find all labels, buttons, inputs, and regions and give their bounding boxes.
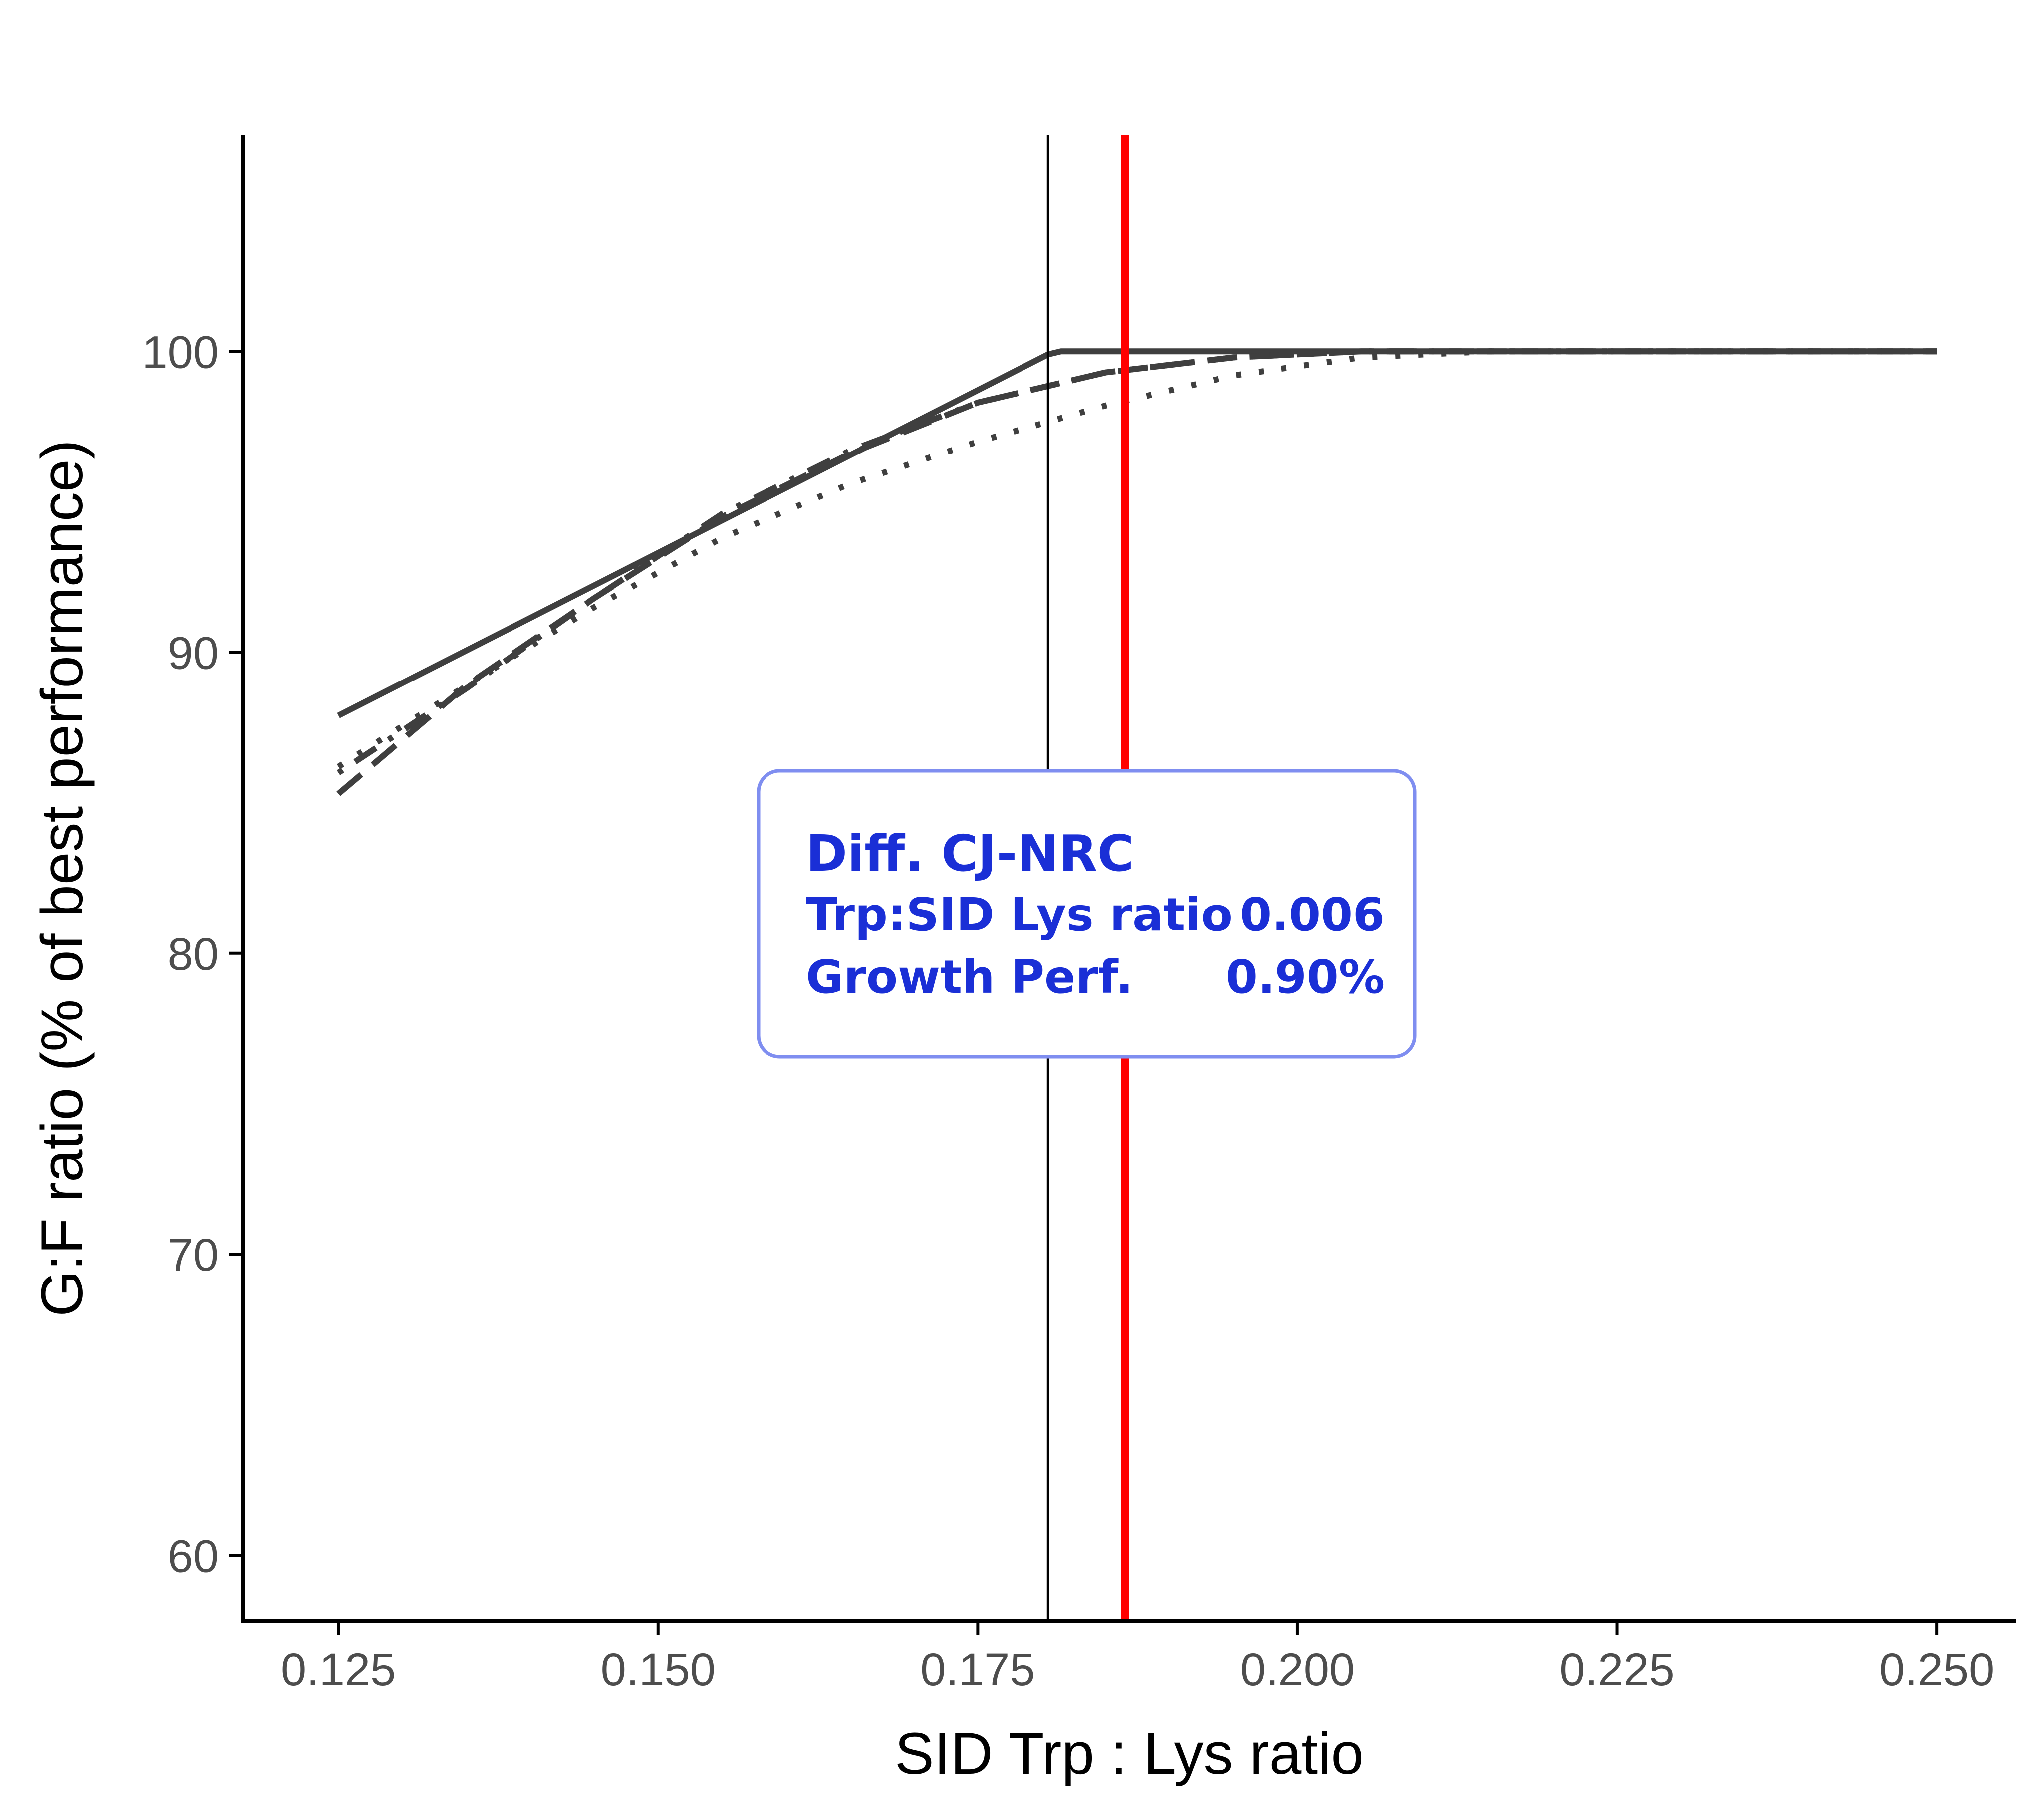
annotation-row-growth-label: Growth Perf. [806, 950, 1133, 1004]
annotation-frame [757, 769, 1417, 1059]
x-axis-title: SID Trp : Lys ratio [895, 1721, 1364, 1787]
series-layer [336, 348, 1937, 796]
x-tick-label: 0.125 [281, 1644, 396, 1695]
y-tick-label: 60 [168, 1531, 219, 1582]
annotation-row-ratio-label: Trp:SID Lys ratio [806, 888, 1233, 941]
y-axis-ticks: 60 70 80 90 100 [142, 327, 243, 1582]
y-tick-label: 70 [168, 1230, 219, 1281]
series-line-solid [337, 348, 1937, 718]
annotation-row-growth-value: 0.90% [1226, 950, 1385, 1004]
x-tick-label: 0.175 [920, 1644, 1035, 1695]
x-tick-label: 0.225 [1559, 1644, 1674, 1695]
series-line-dotdash [336, 348, 1937, 775]
annotation-row-ratio-value: 0.006 [1240, 888, 1385, 941]
x-tick-label: 0.150 [601, 1644, 716, 1695]
y-tick-label: 90 [168, 628, 219, 679]
x-tick-label: 0.200 [1240, 1644, 1355, 1695]
y-tick-label: 100 [142, 327, 219, 378]
y-tick-label: 80 [168, 929, 219, 980]
series-line-dashed [336, 348, 1937, 796]
x-tick-label: 0.250 [1879, 1644, 1994, 1695]
y-axis-title: G:F ratio (% of best performance) [29, 440, 95, 1317]
series-line-dotted [336, 348, 1937, 769]
annotation-box: Diff. CJ-NRC Trp:SID Lys ratio 0.006 Gro… [757, 769, 1417, 1059]
x-axis-ticks: 0.125 0.150 0.175 0.200 0.225 0.250 [281, 1621, 1994, 1695]
annotation-title: Diff. CJ-NRC [806, 824, 1134, 883]
